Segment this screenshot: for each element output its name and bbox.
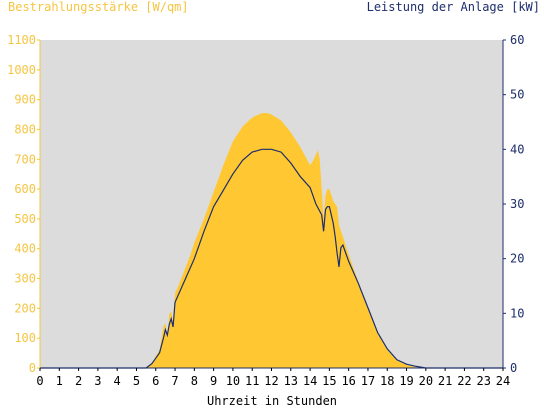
left-tick-label: 800 [14, 122, 36, 136]
left-tick-label: 300 [14, 272, 36, 286]
x-tick-label: 7 [171, 374, 178, 388]
series-irradiance-area [40, 113, 503, 368]
x-tick-label: 23 [476, 374, 490, 388]
x-tick-label: 20 [419, 374, 433, 388]
x-tick-label: 21 [438, 374, 452, 388]
x-tick-label: 6 [152, 374, 159, 388]
x-tick-label: 24 [496, 374, 510, 388]
x-tick-label: 4 [114, 374, 121, 388]
x-tick-label: 16 [341, 374, 355, 388]
x-tick-label: 12 [264, 374, 278, 388]
x-tick-label: 14 [303, 374, 317, 388]
x-tick-label: 17 [361, 374, 375, 388]
x-tick-label: 19 [399, 374, 413, 388]
right-axis-title: Leistung der Anlage [kW] [366, 0, 540, 14]
x-tick-label: 11 [245, 374, 259, 388]
right-tick-label: 50 [510, 88, 524, 102]
left-tick-label: 700 [14, 152, 36, 166]
x-tick-label: 1 [56, 374, 63, 388]
x-tick-label: 18 [380, 374, 394, 388]
x-tick-label: 8 [191, 374, 198, 388]
left-tick-label: 200 [14, 301, 36, 315]
x-tick-label: 9 [210, 374, 217, 388]
left-tick-label: 400 [14, 242, 36, 256]
series-power-line [40, 148, 503, 369]
left-tick-label: 0 [29, 361, 36, 375]
left-tick-label: 1000 [7, 63, 36, 77]
right-tick-label: 10 [510, 306, 524, 320]
left-tick-label: 900 [14, 93, 36, 107]
left-tick-label: 600 [14, 182, 36, 196]
x-tick-label: 15 [322, 374, 336, 388]
right-tick-label: 60 [510, 33, 524, 47]
left-tick-label: 500 [14, 212, 36, 226]
left-tick-label: 1100 [7, 33, 36, 47]
x-tick-label: 13 [284, 374, 298, 388]
x-tick-label: 2 [75, 374, 82, 388]
x-tick-label: 5 [133, 374, 140, 388]
x-tick-label: 10 [226, 374, 240, 388]
x-tick-label: 0 [36, 374, 43, 388]
right-tick-label: 0 [510, 361, 517, 375]
right-tick-label: 30 [510, 197, 524, 211]
x-tick-label: 3 [94, 374, 101, 388]
x-axis-title: Uhrzeit in Stunden [206, 394, 338, 408]
right-tick-label: 40 [510, 142, 524, 156]
left-axis-title: Bestrahlungsstärke [W/qm] [8, 0, 189, 14]
right-tick-label: 20 [510, 252, 524, 266]
x-tick-label: 22 [457, 374, 471, 388]
left-tick-label: 100 [14, 331, 36, 345]
